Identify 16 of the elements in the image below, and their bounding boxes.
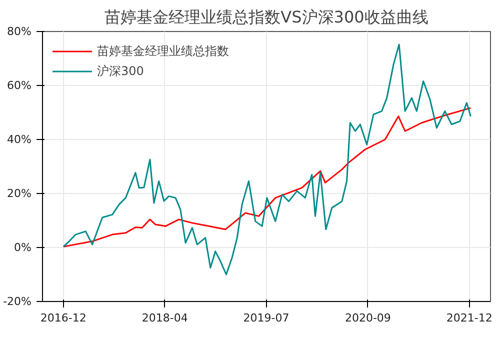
y-tick-label: 80% xyxy=(7,25,32,38)
legend-label: 苗婷基金经理业绩总指数 xyxy=(97,42,229,60)
y-tick-label: 40% xyxy=(7,133,32,146)
x-tick-label: 2021-12 xyxy=(446,312,492,324)
y-tick-label: 20% xyxy=(7,187,32,200)
legend-label: 沪深300 xyxy=(97,62,144,80)
y-tick-label: 60% xyxy=(7,79,32,92)
chart-title: 苗婷基金经理业绩总指数VS沪深300收益曲线 xyxy=(104,8,428,26)
y-tick-label: 0% xyxy=(14,241,32,254)
x-tick-label: 2018-04 xyxy=(142,312,188,324)
y-tick-label: -20% xyxy=(3,295,32,308)
x-tick-label: 2019-07 xyxy=(243,312,290,324)
x-tick-label: 2016-12 xyxy=(40,312,86,324)
line-series xyxy=(62,107,472,248)
x-tick-label: 2020-09 xyxy=(344,312,391,324)
line-series xyxy=(62,44,472,276)
